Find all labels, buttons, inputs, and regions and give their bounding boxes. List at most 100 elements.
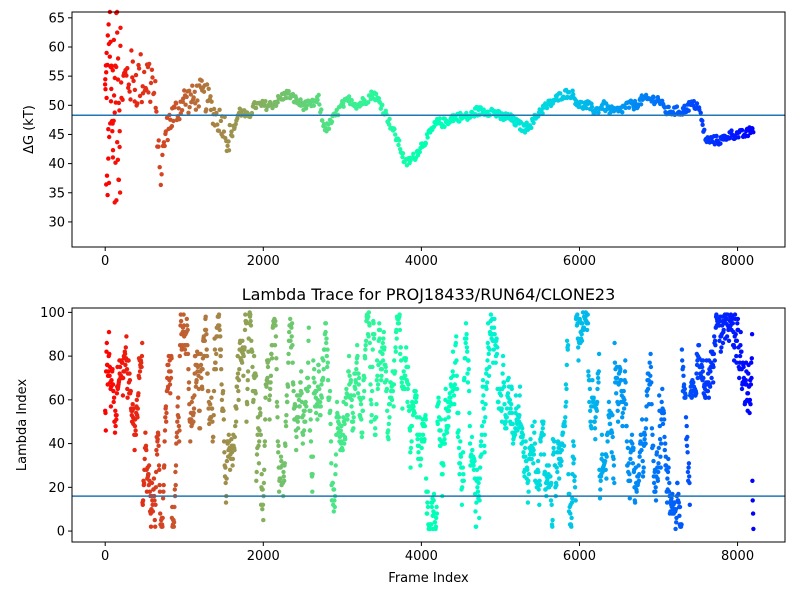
lambda-point [615,419,621,424]
lambda-point [287,329,292,335]
delta-g-point [181,96,186,101]
lambda-point [328,408,333,413]
lambda-point [596,380,601,385]
lambda-point [403,356,409,361]
lambda-point [194,378,199,383]
lambda-point [432,520,438,525]
lambda-point [211,388,217,394]
delta-g-point [745,133,751,139]
lambda-point [276,450,281,455]
lambda-point [140,502,145,507]
lambda-point [104,340,110,346]
lambda-point [359,434,365,440]
lambda-point [211,434,216,440]
lambda-point [254,478,259,483]
lambda-point [175,419,180,424]
lambda-point [285,384,291,389]
lambda-point [503,419,508,424]
lambda-point [522,445,528,451]
lambda-point [405,386,410,392]
lambda-point [656,445,661,451]
lambda-point [288,338,293,343]
lambda-point [691,380,696,385]
lambda-point [192,393,197,398]
lambda-point [261,480,267,486]
lambda-point [637,472,642,477]
lambda-point [643,426,649,431]
lambda-point [323,329,328,335]
lambda-point [580,321,585,326]
lambda-point [584,327,590,333]
lambda-point [687,502,692,507]
lambda-point [465,371,470,376]
lambda-point [373,432,378,437]
lambda-point [312,380,317,385]
lambda-point [125,395,130,400]
lambda-point [473,509,478,514]
lambda-point [654,450,660,455]
lambda-point [234,384,240,389]
lambda-point [676,500,681,505]
lambda-point [191,410,196,416]
lambda-point [261,517,266,523]
lambda-point [415,437,420,442]
lambda-point [413,399,419,405]
delta-g-point [118,25,123,30]
lambda-point [275,415,280,420]
lambda-x-tick-label: 4000 [405,549,438,564]
delta-g-point [129,48,134,53]
lambda-point [347,373,352,378]
lambda-point [299,369,304,374]
lambda-point [537,478,542,483]
lambda-point [263,417,268,422]
delta-g-point [115,140,120,145]
lambda-point [397,327,403,333]
lambda-point [627,478,633,483]
delta-g-point [191,95,196,100]
delta-g-point [620,110,625,115]
lambda-point [250,364,255,370]
lambda-point [648,351,653,357]
delta-g-point [110,148,116,153]
lambda-point [151,476,157,481]
lambda-point [456,445,462,451]
lambda-point [576,345,581,350]
lambda-point [233,423,238,429]
lambda-point [552,439,557,444]
lambda-point [575,312,580,317]
lambda-point [498,393,504,398]
lambda-point [442,441,447,446]
lambda-point [298,380,303,385]
lambda-point [435,421,440,427]
lambda-point [205,371,210,376]
lambda-point [569,500,575,505]
lambda-point [700,369,705,374]
lambda-point [163,404,169,409]
lambda-point [374,415,379,420]
lambda-point [621,388,626,394]
lambda-point [330,480,336,486]
lambda-point [223,480,228,486]
lambda-point [354,367,359,372]
lambda-point [360,408,366,413]
lambda-point [272,343,278,348]
delta-g-point [580,106,586,111]
delta-g-point [187,105,192,110]
lambda-point [645,386,651,392]
lambda-point [290,360,295,365]
lambda-point [656,469,661,475]
lambda-point [281,469,286,475]
lambda-point [368,419,374,424]
lambda-point [588,408,593,413]
lambda-point [230,463,235,468]
lambda-point [351,393,357,398]
lambda-point [717,338,722,343]
lambda-point [530,423,535,429]
lambda-point [342,441,347,446]
lambda-point [324,336,329,341]
lambda-point [495,345,500,350]
lambda-point [300,441,305,446]
lambda-point [599,432,605,437]
lambda-point [653,498,659,503]
lambda-point [375,382,381,387]
